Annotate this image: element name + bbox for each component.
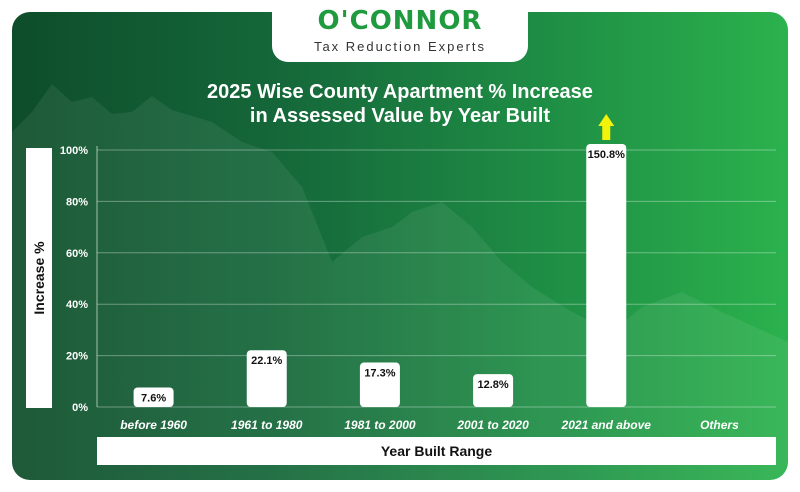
x-tick-label: 1981 to 2000 bbox=[344, 418, 416, 432]
overflow-arrow-icon bbox=[598, 114, 615, 140]
y-tick-label: 40% bbox=[66, 299, 88, 311]
y-tick-label: 60% bbox=[66, 248, 88, 260]
x-tick-label: Others bbox=[700, 418, 739, 432]
x-axis-label: Year Built Range bbox=[380, 443, 493, 459]
x-tick-label: 2001 to 2020 bbox=[456, 418, 529, 432]
bar bbox=[133, 387, 174, 407]
bar bbox=[586, 144, 627, 407]
chart-title-line-1: 2025 Wise County Apartment % Increase bbox=[207, 81, 593, 103]
y-tick-label: 100% bbox=[60, 145, 88, 157]
brand-name: O'CONNOR bbox=[317, 6, 483, 36]
bar bbox=[246, 350, 287, 407]
brand-logo: O'CONNOR Tax Reduction Experts bbox=[272, 0, 528, 62]
x-tick-label: 2021 and above bbox=[561, 418, 652, 432]
y-tick-label: 0% bbox=[72, 402, 88, 414]
bar-value-label: 22.1% bbox=[251, 355, 282, 367]
y-tick-label: 80% bbox=[66, 196, 88, 208]
bar-value-label: 150.8% bbox=[588, 149, 626, 161]
bar-value-label: 12.8% bbox=[477, 379, 508, 391]
y-axis-label-box bbox=[26, 148, 52, 408]
x-tick-label: 1961 to 1980 bbox=[231, 418, 303, 432]
bar-value-label: 7.6% bbox=[141, 392, 166, 404]
bar-value-label: 17.3% bbox=[364, 368, 395, 380]
brand-tagline: Tax Reduction Experts bbox=[313, 39, 487, 54]
x-tick-label: before 1960 bbox=[120, 418, 187, 432]
x-axis-label-box bbox=[97, 437, 776, 465]
chart-title-line-2: in Assessed Value by Year Built bbox=[249, 105, 551, 127]
y-tick-label: 20% bbox=[66, 351, 88, 363]
chart-title: 2025 Wise County Apartment % Increase in… bbox=[150, 80, 650, 128]
bar bbox=[473, 374, 514, 407]
bar bbox=[359, 362, 400, 407]
